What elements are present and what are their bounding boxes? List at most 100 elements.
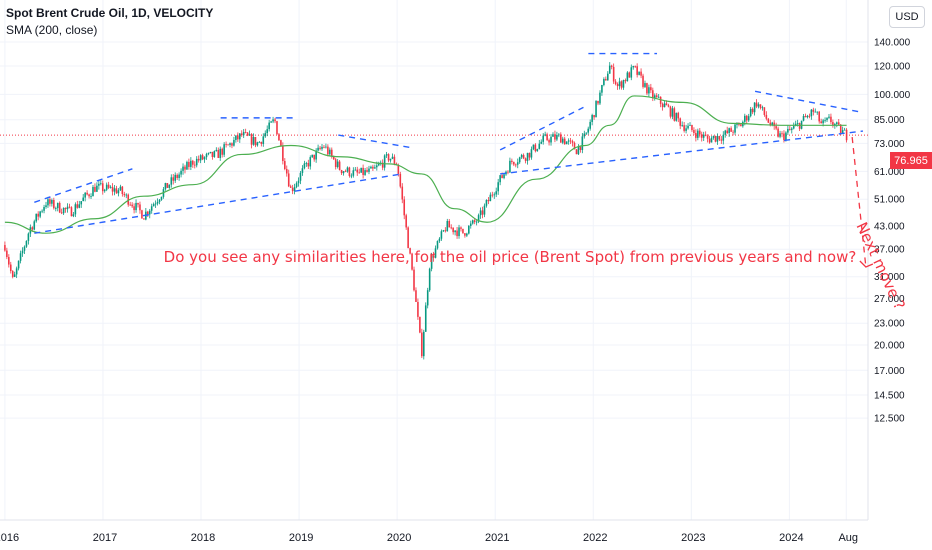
candle <box>393 154 396 166</box>
candle <box>671 105 674 120</box>
candle <box>493 192 496 199</box>
trendlines <box>34 52 864 234</box>
y-tick-label: 140.000 <box>874 38 911 49</box>
candle <box>389 158 392 163</box>
candle <box>845 128 848 143</box>
candle <box>759 104 762 110</box>
candle <box>428 267 431 292</box>
trend-line[interactable] <box>499 106 584 151</box>
candle <box>432 251 435 262</box>
candle <box>186 160 188 170</box>
candle <box>804 113 807 118</box>
candle <box>311 154 314 159</box>
trend-line[interactable] <box>338 134 412 149</box>
candle <box>166 183 169 188</box>
candle <box>387 153 390 163</box>
candle <box>792 122 795 130</box>
candle <box>514 163 517 168</box>
candle <box>587 126 590 135</box>
candle <box>516 158 519 169</box>
candle <box>434 245 437 259</box>
x-tick-label: 2018 <box>191 532 215 544</box>
candle <box>681 121 683 127</box>
candle <box>123 191 126 198</box>
candle <box>716 133 719 145</box>
candle <box>763 107 766 117</box>
candle <box>340 169 343 176</box>
candle <box>325 143 327 149</box>
candle <box>295 181 298 189</box>
trend-line[interactable] <box>500 130 864 175</box>
candle <box>299 170 302 185</box>
candle <box>254 136 257 148</box>
candle <box>313 154 315 162</box>
candle <box>154 200 157 208</box>
arrow-head <box>859 260 874 268</box>
symbol-title[interactable]: Spot Brent Crude Oil, 1D, VELOCITY <box>6 6 214 20</box>
candle <box>483 203 486 218</box>
candle <box>726 126 728 135</box>
candle <box>581 133 584 154</box>
candle <box>274 117 276 124</box>
candle <box>113 184 116 196</box>
candle <box>816 111 819 115</box>
candle <box>238 133 241 143</box>
candle <box>94 183 96 193</box>
currency-button[interactable]: USD <box>889 6 925 28</box>
candle <box>19 250 22 264</box>
candle <box>560 132 562 143</box>
candle <box>565 141 568 145</box>
candle <box>552 132 554 137</box>
candle <box>135 199 137 213</box>
candle <box>783 130 785 143</box>
candle <box>626 71 629 82</box>
x-tick-label: 2024 <box>779 532 803 544</box>
candle <box>205 152 208 160</box>
candle <box>17 260 20 271</box>
price-axis[interactable]: 140.000 120.000 100.000 85.000 73.000 61.000 5… <box>874 38 911 425</box>
candle <box>442 229 445 232</box>
candle <box>426 287 429 309</box>
candle <box>749 106 752 118</box>
candle <box>456 227 458 239</box>
candle <box>632 65 635 70</box>
candle <box>495 187 498 198</box>
candle <box>745 114 748 124</box>
candle <box>440 229 443 241</box>
indicator-legend[interactable]: SMA (200, close) <box>6 23 98 37</box>
candle <box>779 130 781 139</box>
candle <box>39 210 41 219</box>
candle <box>536 148 539 152</box>
sma-line <box>4 95 847 234</box>
candle <box>385 151 388 158</box>
y-tick-label: 43.000 <box>874 221 905 232</box>
x-tick-label: 2020 <box>387 532 411 544</box>
candle <box>618 77 621 90</box>
candle <box>679 117 682 130</box>
next-move-arrow <box>851 137 874 268</box>
trend-line[interactable] <box>34 173 403 234</box>
candle <box>317 144 319 152</box>
candle <box>407 226 409 249</box>
trend-line[interactable] <box>754 90 864 114</box>
candle <box>43 204 45 214</box>
candle <box>121 186 124 197</box>
y-tick-label: 85.000 <box>874 115 905 126</box>
candle <box>403 196 406 220</box>
candle <box>724 129 727 138</box>
candle <box>148 208 151 219</box>
candle <box>730 126 732 132</box>
candle <box>806 114 809 119</box>
candle <box>360 167 362 173</box>
last-price-label: 76.965 <box>890 152 932 169</box>
candle <box>757 102 760 109</box>
grid <box>0 0 868 520</box>
time-axis[interactable]: 2016 2017 2018 2019 2020 2021 2022 2023 2024 Aug <box>0 532 858 544</box>
candle <box>96 182 98 192</box>
candle <box>362 164 364 179</box>
candle <box>526 152 529 165</box>
candle <box>575 149 578 155</box>
candle <box>293 183 296 195</box>
candle <box>489 192 492 202</box>
